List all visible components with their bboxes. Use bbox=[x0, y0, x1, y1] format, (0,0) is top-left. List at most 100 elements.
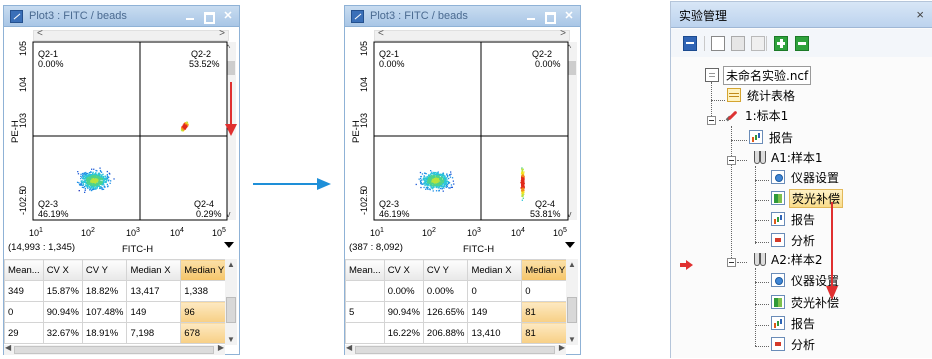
maximize-icon[interactable] bbox=[201, 9, 215, 24]
scroll-down-icon[interactable]: ▼ bbox=[568, 335, 576, 344]
table-row[interactable]: 0.00% 0.00% 0 0 bbox=[345, 280, 576, 302]
table-row[interactable]: 16.22% 206.88% 13,410 81 bbox=[345, 322, 576, 344]
scatter-dot bbox=[96, 176, 98, 178]
scatter-dot bbox=[432, 174, 435, 177]
scroll-thumb[interactable] bbox=[14, 346, 214, 354]
scroll-thumb[interactable] bbox=[567, 297, 577, 323]
scroll-left-icon[interactable]: ◀ bbox=[5, 343, 12, 352]
col-header-median-y[interactable]: Median Y bbox=[521, 259, 576, 281]
minimize-icon[interactable] bbox=[183, 9, 197, 23]
scroll-right-icon[interactable]: > bbox=[560, 28, 566, 39]
col-header-mean[interactable]: Mean... bbox=[345, 259, 385, 281]
scatter-dot bbox=[425, 176, 427, 178]
collapse-all-icon[interactable] bbox=[683, 36, 697, 51]
scatter-dot bbox=[432, 180, 434, 183]
scatter-dot bbox=[444, 177, 446, 179]
scatter-dot bbox=[426, 178, 429, 180]
y-tick-label: 0 bbox=[359, 186, 369, 191]
scroll-up-icon[interactable]: ▲ bbox=[568, 260, 576, 269]
remove-icon[interactable] bbox=[795, 36, 809, 51]
x-tick-label: 105 bbox=[212, 227, 226, 238]
col-header-median-x[interactable]: Median X bbox=[467, 259, 523, 281]
scatter-dot bbox=[93, 183, 96, 185]
plot-window-2[interactable]: Plot3 : FITC / beads ✕ < > ^ v Q2-1 0.00… bbox=[344, 5, 581, 355]
collapse-toggle-icon[interactable] bbox=[707, 116, 716, 125]
title-bar[interactable]: Plot3 : FITC / beads ✕ bbox=[345, 6, 580, 27]
scroll-down-icon[interactable]: v bbox=[226, 209, 231, 219]
scatter-dot bbox=[84, 177, 87, 179]
table-row[interactable]: 0 90.94% 107.48% 149 96 bbox=[4, 301, 235, 323]
scatter-dot bbox=[521, 170, 523, 172]
col-header-median-x[interactable]: Median X bbox=[126, 259, 182, 281]
scroll-up-icon[interactable]: ▲ bbox=[227, 260, 235, 269]
q1-pct: 0.00% bbox=[38, 59, 64, 69]
col-header-mean[interactable]: Mean... bbox=[4, 259, 44, 281]
scroll-left-icon[interactable]: ◀ bbox=[346, 343, 353, 352]
scatter-dot bbox=[185, 122, 187, 124]
col-header-cvx[interactable]: CV X bbox=[42, 259, 83, 281]
horizontal-scrollbar[interactable]: < > bbox=[374, 28, 570, 41]
scatter-dot bbox=[441, 180, 443, 182]
scatter-dot bbox=[98, 176, 100, 178]
close-icon[interactable]: × bbox=[916, 7, 924, 22]
col-header-median-y[interactable]: Median Y bbox=[180, 259, 235, 281]
table-icon bbox=[727, 88, 741, 102]
vertical-scrollbar[interactable]: ^ v bbox=[567, 42, 577, 220]
dot-plot[interactable]: Q2-1 0.00% Q2-2 53.52% Q2-3 46.19% Q2-4 … bbox=[4, 28, 241, 258]
scroll-right-icon[interactable]: ▶ bbox=[217, 343, 224, 352]
scroll-down-icon[interactable]: v bbox=[567, 209, 572, 219]
scroll-right-icon[interactable]: ▶ bbox=[558, 343, 565, 352]
scroll-thumb[interactable] bbox=[568, 61, 576, 75]
new-document-icon[interactable] bbox=[711, 36, 725, 51]
scatter-dot bbox=[437, 171, 439, 173]
dot-plot[interactable]: Q2-1 0.00% Q2-2 0.00% Q2-3 46.19% Q2-4 5… bbox=[345, 28, 582, 258]
table-row[interactable]: 349 15.87% 18.82% 13,417 1,338 bbox=[4, 280, 235, 302]
close-icon[interactable]: ✕ bbox=[564, 10, 574, 22]
plot-window-1[interactable]: Plot3 : FITC / beads ✕ < > ^ v Q2-1 0.00… bbox=[3, 5, 240, 355]
scatter-dot bbox=[435, 181, 437, 184]
add-icon[interactable] bbox=[774, 36, 788, 51]
copy-icon[interactable] bbox=[731, 36, 745, 51]
scroll-thumb[interactable] bbox=[227, 61, 235, 75]
scroll-down-icon[interactable]: ▼ bbox=[227, 335, 235, 344]
table-cell: 0 bbox=[467, 280, 523, 302]
scroll-left-icon[interactable]: < bbox=[378, 28, 384, 39]
scroll-thumb[interactable] bbox=[226, 297, 236, 323]
table-cell: 107.48% bbox=[81, 301, 128, 323]
table-horizontal-scrollbar[interactable]: ◀ ▶ bbox=[4, 343, 225, 355]
title-bar[interactable]: Plot3 : FITC / beads ✕ bbox=[4, 6, 239, 27]
scatter-dot bbox=[102, 174, 104, 176]
scatter-dot bbox=[106, 175, 108, 177]
scatter-dot bbox=[424, 184, 426, 187]
scatter-dot bbox=[418, 178, 420, 180]
col-header-cvx[interactable]: CV X bbox=[383, 259, 424, 281]
horizontal-scrollbar[interactable]: < > bbox=[33, 28, 229, 41]
close-icon[interactable]: ✕ bbox=[223, 10, 233, 22]
col-header-cvy[interactable]: CV Y bbox=[422, 259, 469, 281]
scatter-dot bbox=[95, 178, 98, 180]
table-row[interactable]: 5 90.94% 126.65% 149 81 bbox=[345, 301, 576, 323]
table-vertical-scrollbar[interactable]: ▲ ▼ bbox=[225, 259, 237, 345]
scatter-dot bbox=[85, 173, 87, 175]
maximize-icon[interactable] bbox=[542, 9, 556, 24]
paste-icon[interactable] bbox=[751, 36, 765, 51]
table-vertical-scrollbar[interactable]: ▲ ▼ bbox=[566, 259, 578, 345]
compensation-icon bbox=[771, 295, 785, 309]
scroll-up-icon[interactable]: ^ bbox=[226, 43, 231, 53]
minimize-icon[interactable] bbox=[524, 9, 538, 23]
dropdown-arrow-icon[interactable] bbox=[565, 242, 575, 248]
scroll-thumb[interactable] bbox=[355, 346, 555, 354]
col-header-cvy[interactable]: CV Y bbox=[81, 259, 128, 281]
table-row[interactable]: 29 32.67% 18.91% 7,198 678 bbox=[4, 322, 235, 344]
scatter-dot bbox=[448, 187, 450, 189]
scatter-dot bbox=[434, 173, 436, 175]
table-horizontal-scrollbar[interactable]: ◀ ▶ bbox=[345, 343, 566, 355]
scroll-right-icon[interactable]: > bbox=[219, 28, 225, 39]
scatter-dot bbox=[91, 178, 93, 180]
scatter-dot bbox=[441, 179, 443, 181]
scroll-left-icon[interactable]: < bbox=[37, 28, 43, 39]
collapse-toggle-icon[interactable] bbox=[727, 258, 736, 267]
dropdown-arrow-icon[interactable] bbox=[224, 242, 234, 248]
scroll-up-icon[interactable]: ^ bbox=[567, 43, 572, 53]
collapse-toggle-icon[interactable] bbox=[727, 156, 736, 165]
